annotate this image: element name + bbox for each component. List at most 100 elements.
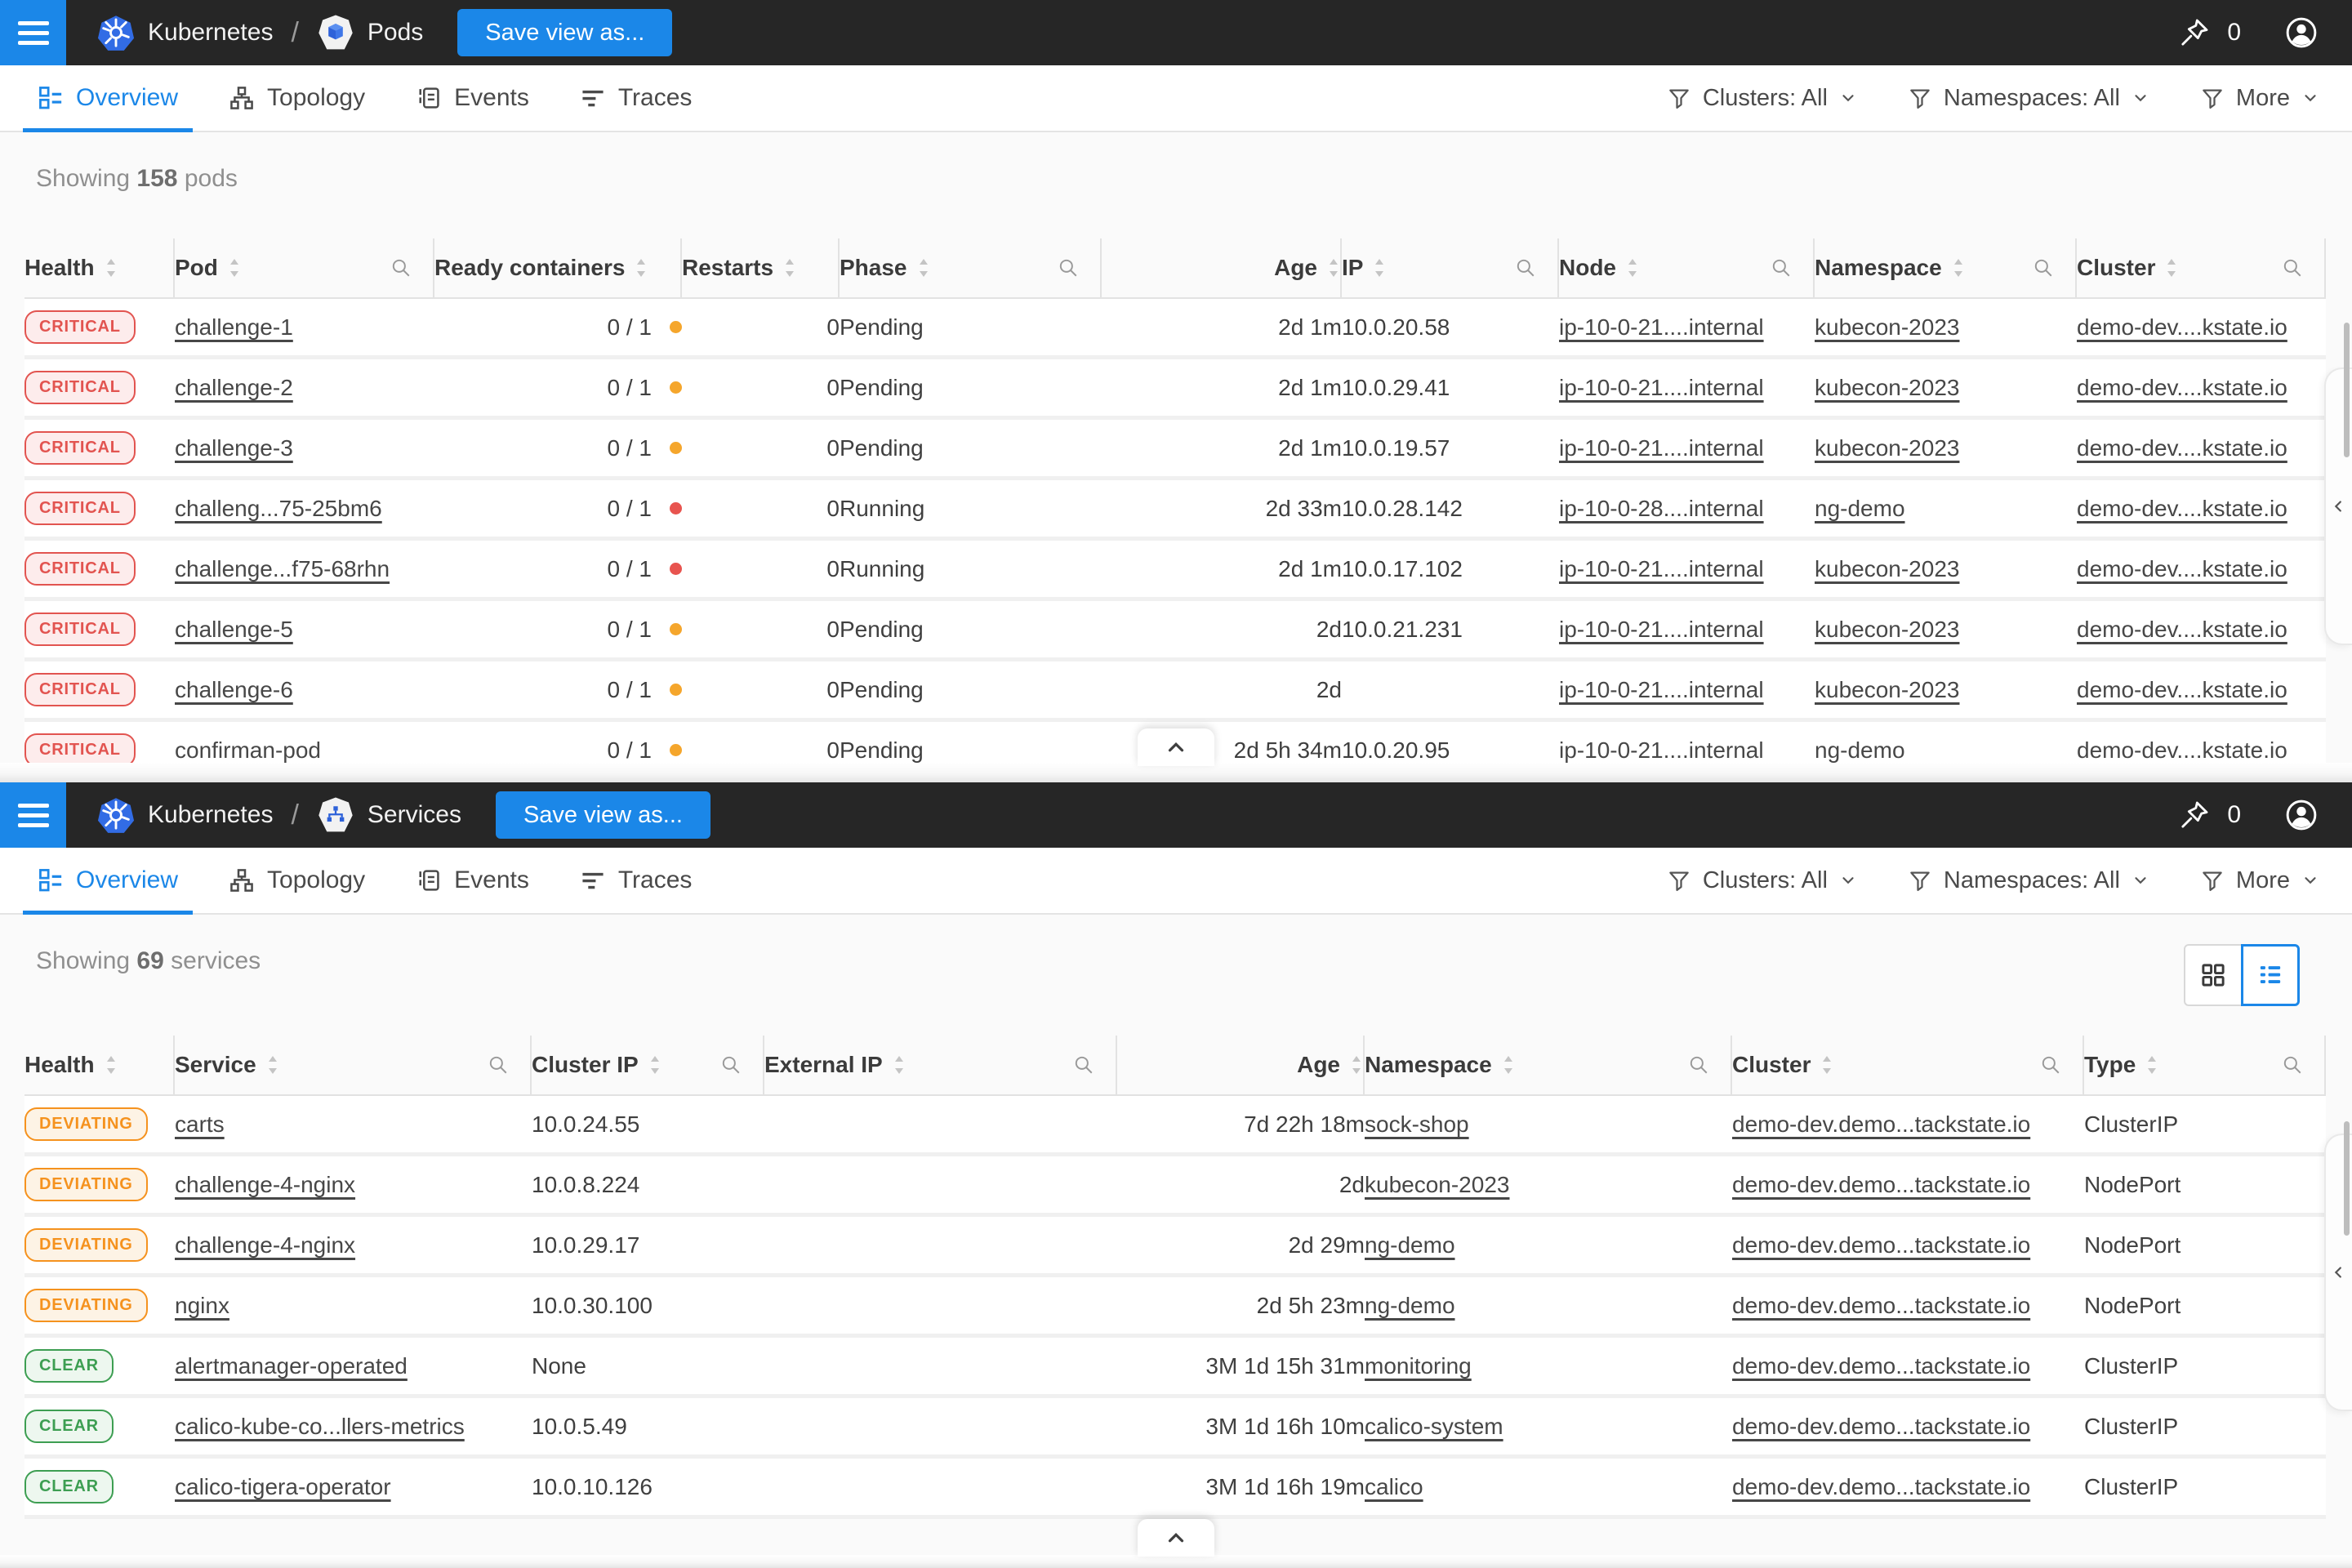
node-link[interactable]: ip-10-0-21....internal <box>1559 374 1764 400</box>
service-link[interactable]: carts <box>175 1111 225 1137</box>
save-view-as-button[interactable]: Save view as... <box>457 9 673 56</box>
cluster-link[interactable]: demo-dev.demo...tackstate.io <box>1732 1413 2031 1439</box>
node-link[interactable]: ip-10-0-21....internal <box>1559 555 1764 581</box>
namespaces-filter[interactable]: Namespaces: All <box>1908 85 2149 112</box>
pod-link[interactable]: challenge-6 <box>175 676 293 702</box>
namespace-link[interactable]: kubecon-2023 <box>1815 314 1960 340</box>
column-header-health[interactable]: Health <box>24 238 175 297</box>
scrollbar-thumb[interactable] <box>2344 323 2350 457</box>
more-filters[interactable]: More <box>2200 867 2319 894</box>
column-header-pod[interactable]: Pod <box>175 238 434 297</box>
column-header-type[interactable]: Type <box>2084 1036 2326 1094</box>
cluster-link[interactable]: demo-dev....kstate.io <box>2077 314 2287 340</box>
namespace-link[interactable]: kubecon-2023 <box>1815 555 1960 581</box>
pod-link[interactable]: challenge-5 <box>175 616 293 642</box>
column-header-ready[interactable]: Ready containers <box>434 238 682 297</box>
search-icon[interactable] <box>488 1054 509 1076</box>
node-link[interactable]: ip-10-0-21....internal <box>1559 314 1764 340</box>
pod-link[interactable]: challenge-2 <box>175 374 293 400</box>
node-link[interactable]: ip-10-0-21....internal <box>1559 737 1764 763</box>
clusters-filter[interactable]: Clusters: All <box>1667 867 1857 894</box>
search-icon[interactable] <box>1058 257 1079 278</box>
cluster-link[interactable]: demo-dev.demo...tackstate.io <box>1732 1292 2031 1318</box>
cluster-link[interactable]: demo-dev....kstate.io <box>2077 616 2287 642</box>
namespace-link[interactable]: calico-system <box>1365 1413 1503 1439</box>
pod-link[interactable]: challenge-3 <box>175 434 293 461</box>
column-header-service[interactable]: Service <box>175 1036 532 1094</box>
breadcrumb-kubernetes[interactable]: Kubernetes <box>97 796 273 834</box>
tab-traces[interactable]: Traces <box>565 65 707 131</box>
pinned-items-button[interactable]: 0 <box>2178 799 2241 831</box>
tab-events[interactable]: Events <box>401 848 544 913</box>
service-link[interactable]: challenge-4-nginx <box>175 1171 356 1197</box>
search-icon[interactable] <box>2040 1054 2061 1076</box>
namespace-link[interactable]: ng-demo <box>1815 495 1905 521</box>
column-header-restarts[interactable]: Restarts <box>682 238 840 297</box>
cluster-link[interactable]: demo-dev....kstate.io <box>2077 555 2287 581</box>
tab-overview[interactable]: Overview <box>23 848 194 915</box>
node-link[interactable]: ip-10-0-21....internal <box>1559 676 1764 702</box>
namespace-link[interactable]: monitoring <box>1365 1352 1472 1379</box>
cluster-link[interactable]: demo-dev.demo...tackstate.io <box>1732 1171 2031 1197</box>
tab-topology[interactable]: Topology <box>214 848 380 913</box>
search-icon[interactable] <box>390 257 412 278</box>
node-link[interactable]: ip-10-0-21....internal <box>1559 616 1764 642</box>
column-header-cluster[interactable]: Cluster <box>2077 238 2326 297</box>
column-header-namespace[interactable]: Namespace <box>1365 1036 1732 1094</box>
cluster-link[interactable]: demo-dev.demo...tackstate.io <box>1732 1352 2031 1379</box>
cluster-link[interactable]: demo-dev....kstate.io <box>2077 676 2287 702</box>
column-header-phase[interactable]: Phase <box>840 238 1102 297</box>
user-avatar-button[interactable] <box>2283 797 2319 833</box>
tab-events[interactable]: Events <box>401 65 544 131</box>
breadcrumb-kubernetes[interactable]: Kubernetes <box>97 14 273 51</box>
service-link[interactable]: nginx <box>175 1292 229 1318</box>
column-header-age[interactable]: Age <box>1117 1036 1365 1094</box>
namespace-link[interactable]: calico <box>1365 1473 1423 1499</box>
clusters-filter[interactable]: Clusters: All <box>1667 85 1857 112</box>
list-view-button[interactable] <box>2241 944 2300 1006</box>
column-header-cluster_ip[interactable]: Cluster IP <box>532 1036 764 1094</box>
cluster-link[interactable]: demo-dev....kstate.io <box>2077 434 2287 461</box>
pod-link[interactable]: challeng...75-25bm6 <box>175 495 382 521</box>
search-icon[interactable] <box>1073 1054 1094 1076</box>
node-link[interactable]: ip-10-0-21....internal <box>1559 434 1764 461</box>
expand-drawer-button[interactable] <box>1138 728 1214 766</box>
search-icon[interactable] <box>2282 257 2303 278</box>
search-icon[interactable] <box>720 1054 742 1076</box>
column-header-node[interactable]: Node <box>1559 238 1815 297</box>
namespace-link[interactable]: ng-demo <box>1815 737 1905 763</box>
scrollbar-thumb[interactable] <box>2344 1121 2350 1236</box>
namespace-link[interactable]: kubecon-2023 <box>1815 676 1960 702</box>
column-header-external_ip[interactable]: External IP <box>764 1036 1117 1094</box>
node-link[interactable]: ip-10-0-28....internal <box>1559 495 1764 521</box>
cluster-link[interactable]: demo-dev....kstate.io <box>2077 374 2287 400</box>
cluster-link[interactable]: demo-dev....kstate.io <box>2077 737 2287 763</box>
menu-button[interactable] <box>0 0 66 65</box>
breadcrumb-pods[interactable]: Pods <box>317 14 423 51</box>
more-filters[interactable]: More <box>2200 85 2319 112</box>
user-avatar-button[interactable] <box>2283 15 2319 51</box>
service-link[interactable]: challenge-4-nginx <box>175 1232 356 1258</box>
namespace-link[interactable]: kubecon-2023 <box>1815 616 1960 642</box>
service-link[interactable]: calico-kube-co...llers-metrics <box>175 1413 465 1439</box>
search-icon[interactable] <box>1771 257 1792 278</box>
save-view-as-button[interactable]: Save view as... <box>495 791 710 839</box>
pod-link[interactable]: confirman-pod <box>175 737 321 763</box>
cluster-link[interactable]: demo-dev.demo...tackstate.io <box>1732 1111 2031 1137</box>
menu-button[interactable] <box>0 782 66 848</box>
search-icon[interactable] <box>2033 257 2054 278</box>
cluster-link[interactable]: demo-dev.demo...tackstate.io <box>1732 1232 2031 1258</box>
service-link[interactable]: calico-tigera-operator <box>175 1473 391 1499</box>
search-icon[interactable] <box>2282 1054 2303 1076</box>
namespace-link[interactable]: kubecon-2023 <box>1365 1171 1510 1197</box>
pod-link[interactable]: challenge-1 <box>175 314 293 340</box>
column-header-namespace[interactable]: Namespace <box>1815 238 2077 297</box>
search-icon[interactable] <box>1688 1054 1709 1076</box>
tab-topology[interactable]: Topology <box>214 65 380 131</box>
expand-drawer-button[interactable] <box>1138 1519 1214 1557</box>
grid-view-button[interactable] <box>2184 944 2243 1006</box>
tab-traces[interactable]: Traces <box>565 848 707 913</box>
namespace-link[interactable]: ng-demo <box>1365 1232 1455 1258</box>
pod-link[interactable]: challenge...f75-68rhn <box>175 555 390 581</box>
breadcrumb-services[interactable]: Services <box>317 796 461 834</box>
